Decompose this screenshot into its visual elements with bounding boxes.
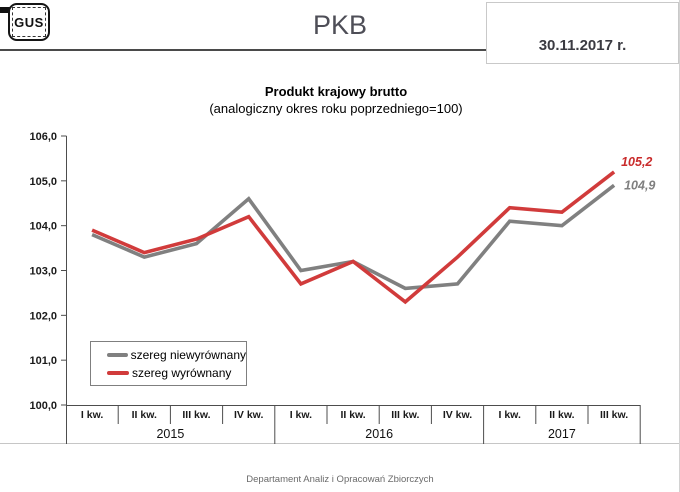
- page-title: PKB: [312, 10, 368, 40]
- quarter-label: II kw.: [549, 409, 574, 421]
- y-axis-label: 100,0: [29, 400, 57, 412]
- quarter-label: I kw.: [499, 409, 521, 421]
- legend-label: szereg wyrównany: [132, 365, 232, 380]
- y-axis-label: 101,0: [29, 355, 57, 367]
- y-axis-label: 103,0: [29, 266, 57, 278]
- header-divider: [0, 49, 486, 51]
- series-line-szereg-wyrównany: [91, 170, 616, 305]
- date-box: 30.11.2017 r.: [486, 2, 679, 64]
- quarter-label: III kw.: [391, 409, 419, 421]
- end-label-niewyrownany: 104,9: [624, 178, 655, 192]
- quarter-label: II kw.: [340, 409, 365, 421]
- year-label: 2016: [365, 427, 393, 441]
- chart-title: Produkt krajowy brutto: [264, 84, 408, 99]
- year-label: 2017: [548, 427, 576, 441]
- gus-logo: GUS: [8, 3, 50, 41]
- legend-label: szereg niewyrównany: [130, 347, 246, 362]
- quarter-label: I kw.: [81, 409, 103, 421]
- end-label-wyrownany: 105,2: [621, 155, 652, 169]
- date-label: 30.11.2017 r.: [538, 37, 627, 54]
- chart-legend: szereg niewyrównany szereg wyrównany: [90, 341, 247, 386]
- quarter-label: II kw.: [132, 409, 157, 421]
- y-axis-label: 104,0: [29, 221, 57, 233]
- year-label: 2015: [156, 427, 184, 441]
- footer-text: Departament Analiz i Opracowań Zbiorczyc…: [246, 474, 434, 485]
- chart-subtitle: (analogiczny okres roku poprzedniego=100…: [209, 101, 463, 116]
- quarter-label: I kw.: [290, 409, 312, 421]
- quarter-label: III kw.: [600, 409, 628, 421]
- legend-swatch: [107, 370, 129, 375]
- quarter-label: IV kw.: [443, 409, 472, 421]
- legend-row: szereg wyrównany: [107, 366, 246, 380]
- series-line-szereg-niewyrównany: [91, 183, 616, 291]
- y-axis-label: 106,0: [29, 131, 57, 143]
- y-axis-label: 102,0: [29, 310, 57, 322]
- legend-row: szereg niewyrównany: [107, 348, 246, 362]
- quarter-label: III kw.: [182, 409, 210, 421]
- quarter-label: IV kw.: [234, 409, 263, 421]
- legend-swatch: [107, 352, 128, 357]
- y-axis-label: 105,0: [29, 176, 57, 188]
- gus-logo-text: GUS: [12, 7, 46, 37]
